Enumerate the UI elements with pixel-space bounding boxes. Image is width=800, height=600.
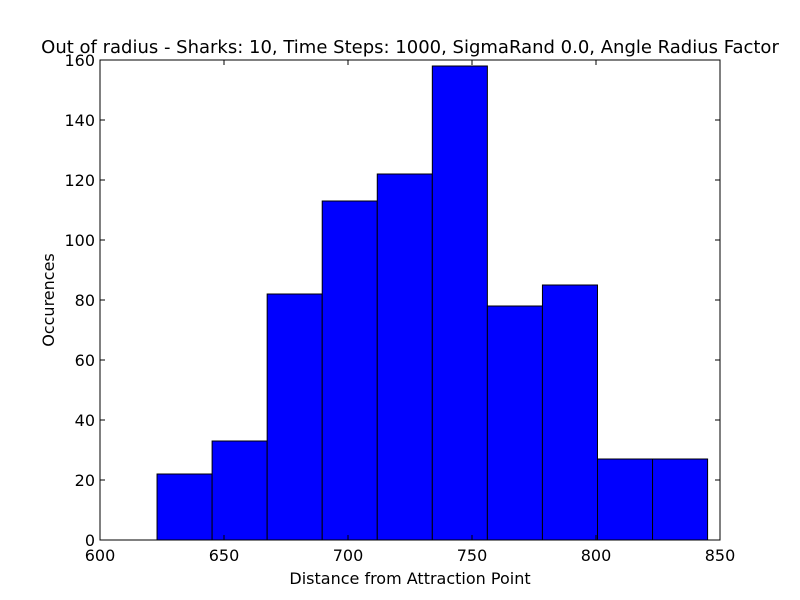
x-tick-label: 600 bbox=[85, 546, 116, 565]
x-tick-label: 650 bbox=[209, 546, 240, 565]
histogram-bar bbox=[486, 305, 543, 541]
y-tick-label: 120 bbox=[64, 171, 95, 190]
y-axis-label: Occurences bbox=[39, 253, 58, 347]
y-tick-label: 160 bbox=[64, 51, 95, 70]
y-tick-label: 0 bbox=[85, 531, 95, 550]
histogram-bar bbox=[652, 458, 709, 541]
y-tick-label: 80 bbox=[75, 291, 95, 310]
histogram-bar bbox=[211, 440, 268, 541]
x-tick-label: 850 bbox=[705, 546, 736, 565]
histogram-bar bbox=[156, 473, 213, 541]
histogram-bar bbox=[321, 200, 378, 541]
x-tick-label: 800 bbox=[581, 546, 612, 565]
y-tick-label: 40 bbox=[75, 411, 95, 430]
y-tick-label: 60 bbox=[75, 351, 95, 370]
y-axis: 0 20 40 60 80 100 120 140 160 bbox=[64, 51, 720, 550]
histogram-bar bbox=[266, 293, 323, 541]
chart-title: Out of radius - Sharks: 10, Time Steps: … bbox=[41, 37, 779, 58]
x-axis: 600 650 700 750 800 850 bbox=[85, 60, 736, 565]
histogram-bar bbox=[596, 458, 654, 541]
x-tick-label: 750 bbox=[457, 546, 488, 565]
y-tick-label: 20 bbox=[75, 471, 95, 490]
x-axis-label: Distance from Attraction Point bbox=[289, 569, 530, 588]
y-tick-label: 100 bbox=[64, 231, 95, 250]
histogram-bar bbox=[541, 284, 598, 541]
histogram-bars bbox=[156, 65, 709, 541]
histogram-bar bbox=[431, 65, 488, 541]
x-tick-label: 700 bbox=[333, 546, 364, 565]
y-tick-label: 140 bbox=[64, 111, 95, 130]
histogram-bar bbox=[376, 173, 433, 541]
